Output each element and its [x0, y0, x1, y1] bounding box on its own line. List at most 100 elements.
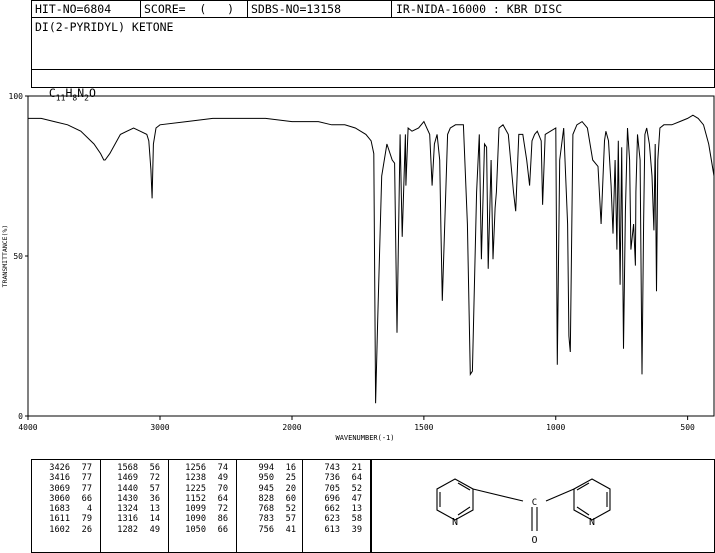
peak-transmittance: 52 [285, 504, 296, 515]
peak-transmittance: 52 [351, 483, 362, 494]
peak-wavenumber: 623 [324, 514, 340, 525]
peak-transmittance: 57 [285, 514, 296, 525]
peak-column: 1568 56 1469 72 1440 57 1430 36 1324 13 1316 14 1282… [104, 463, 160, 535]
peak-column-divider [302, 459, 303, 553]
y-tick-label-50: 50 [13, 252, 23, 261]
peak-wavenumber: 1090 [185, 514, 206, 525]
peak-row: 1430 36 [104, 494, 160, 504]
peak-wavenumber: 705 [324, 483, 340, 494]
bond-right [545, 488, 575, 502]
peak-wavenumber: 1568 [117, 463, 138, 473]
peak-wavenumber: 756 [258, 524, 274, 535]
right-ring-double-bond-1 [576, 482, 590, 491]
peak-row: 1090 86 [172, 514, 228, 524]
peak-row: 1440 57 [104, 484, 160, 494]
divider-2 [247, 0, 248, 18]
peak-row: 662 13 [306, 504, 362, 514]
x-tick-label-3000: 3000 [150, 423, 169, 432]
peak-wavenumber: 1099 [185, 504, 206, 515]
left-ring-double-bond-1 [457, 482, 471, 491]
peak-wavenumber: 1316 [117, 514, 138, 525]
peak-row: 705 52 [306, 484, 362, 494]
peak-transmittance: 72 [149, 473, 160, 484]
peak-row: 1469 72 [104, 473, 160, 483]
peak-row: 950 25 [240, 473, 296, 483]
peak-wavenumber: 994 [258, 463, 274, 473]
peak-transmittance: 36 [149, 493, 160, 504]
peak-row: 945 20 [240, 484, 296, 494]
peak-transmittance: 66 [217, 524, 228, 535]
method: IR-NIDA-16000 : KBR DISC [396, 2, 563, 16]
peak-wavenumber: 1225 [185, 483, 206, 494]
peak-wavenumber: 1611 [49, 514, 70, 525]
peak-transmittance: 74 [217, 463, 228, 473]
peak-column: 1256 74 1238 49 1225 70 1152 64 1099 72 1090 86 1050… [172, 463, 228, 535]
peak-wavenumber: 3416 [49, 473, 70, 484]
peak-wavenumber: 1440 [117, 483, 138, 494]
right-ring-double-bond-3 [576, 506, 590, 516]
peak-transmittance: 77 [81, 483, 92, 494]
spectrum-line [28, 114, 715, 404]
peak-wavenumber: 1430 [117, 493, 138, 504]
peak-wavenumber: 1050 [185, 524, 206, 535]
peak-transmittance: 26 [81, 524, 92, 535]
peak-row: 1256 74 [172, 463, 228, 473]
peak-row: 3416 77 [36, 473, 92, 483]
peak-row: 783 57 [240, 514, 296, 524]
molecular-formula: C11H8N2O [35, 72, 96, 105]
peak-row: 1282 49 [104, 525, 160, 535]
x-tick-label-1000: 1000 [546, 423, 565, 432]
y-tick-label-100: 100 [9, 92, 24, 101]
peak-wavenumber: 696 [324, 493, 340, 504]
formula-c: C [48, 86, 56, 100]
peak-row: 994 16 [240, 463, 296, 473]
left-nitrogen: N [452, 517, 458, 528]
peak-transmittance: 60 [285, 493, 296, 504]
peak-wavenumber: 3060 [49, 493, 70, 504]
peak-transmittance: 49 [149, 524, 160, 535]
peak-transmittance: 4 [86, 504, 92, 515]
x-tick-label-1500: 1500 [414, 423, 433, 432]
peak-row: 696 47 [306, 494, 362, 504]
peak-wavenumber: 613 [324, 524, 340, 535]
peak-wavenumber: 768 [258, 504, 274, 515]
peak-row: 1602 26 [36, 525, 92, 535]
formula-n: N [77, 86, 85, 100]
peak-row: 828 60 [240, 494, 296, 504]
central-carbon: C [532, 498, 537, 508]
peak-transmittance: 66 [81, 493, 92, 504]
peak-row: 1683 4 [36, 504, 92, 514]
formula-o: O [88, 86, 96, 100]
plot-frame [27, 95, 715, 417]
peak-transmittance: 79 [81, 514, 92, 525]
peak-column-divider [168, 459, 169, 553]
hit-number: HIT-NO=6804 [35, 2, 112, 16]
peak-row: 1316 14 [104, 514, 160, 524]
right-nitrogen: N [589, 517, 595, 528]
x-tick-label-2000: 2000 [282, 423, 301, 432]
peak-transmittance: 39 [351, 524, 362, 535]
peak-row: 613 39 [306, 525, 362, 535]
header-row [31, 0, 715, 18]
right-pyridine-ring [573, 478, 611, 521]
peak-row: 1238 49 [172, 473, 228, 483]
peak-wavenumber: 1324 [117, 504, 138, 515]
peak-wavenumber: 783 [258, 514, 274, 525]
structure-drawing: C N N O [436, 478, 611, 546]
peak-row: 1152 64 [172, 494, 228, 504]
peak-transmittance: 13 [149, 504, 160, 515]
peak-row: 756 41 [240, 525, 296, 535]
peak-wavenumber: 950 [258, 473, 274, 484]
peak-wavenumber: 1152 [185, 493, 206, 504]
formula-divider [31, 69, 715, 70]
peak-wavenumber: 1238 [185, 473, 206, 484]
peak-transmittance: 64 [351, 473, 362, 484]
peak-row: 743 21 [306, 463, 362, 473]
formula-n-count: 2 [84, 93, 89, 103]
peak-row: 736 64 [306, 473, 362, 483]
peak-transmittance: 21 [351, 463, 362, 473]
peak-transmittance: 77 [81, 463, 92, 473]
peak-transmittance: 49 [217, 473, 228, 484]
peak-transmittance: 56 [149, 463, 160, 473]
